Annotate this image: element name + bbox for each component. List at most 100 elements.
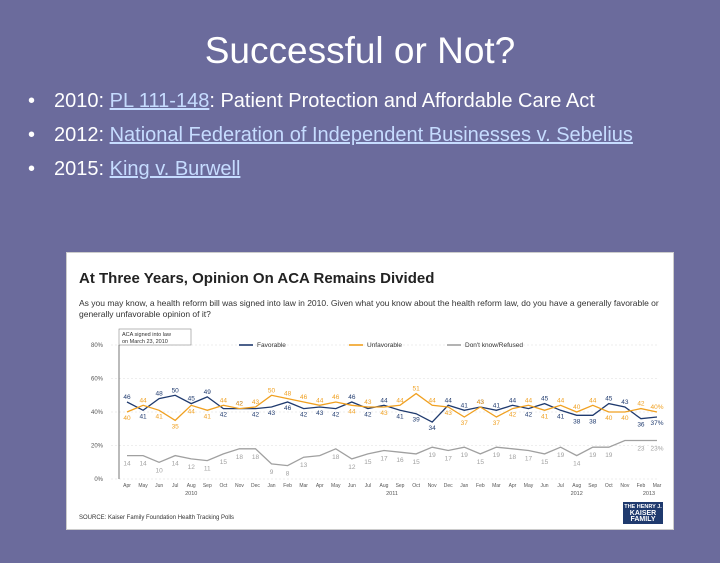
data-label: 44 — [429, 397, 437, 404]
bullet-item: • 2015: King v. Burwell — [24, 156, 694, 183]
data-label: 15 — [364, 459, 372, 466]
x-tick-label: Apr — [509, 483, 517, 489]
data-label: 40 — [573, 404, 581, 411]
data-label: 42 — [236, 401, 244, 408]
data-label: 45 — [188, 396, 196, 403]
data-label: 44 — [445, 397, 453, 404]
data-label: 42 — [300, 412, 308, 419]
data-label: 41 — [541, 413, 549, 420]
bullet-link-nfib-v-sebelius[interactable]: National Federation of Independent Busin… — [109, 124, 633, 146]
data-label: 42 — [220, 412, 228, 419]
data-label: 43 — [364, 399, 372, 406]
x-tick-label: Oct — [412, 483, 420, 489]
x-tick-label: Dec — [444, 483, 453, 489]
data-label: 39 — [412, 417, 420, 424]
data-label: 44 — [188, 408, 196, 415]
x-tick-label: Sep — [588, 483, 597, 489]
year-label: 2011 — [386, 491, 398, 497]
figure-source: SOURCE: Kaiser Family Foundation Health … — [79, 515, 235, 521]
legend-label: Unfavorable — [367, 342, 402, 349]
data-label: 46 — [123, 394, 131, 401]
x-tick-label: Jun — [155, 483, 163, 489]
x-tick-label: Mar — [299, 483, 308, 489]
data-label: 43 — [477, 399, 485, 406]
data-label: 14 — [123, 461, 131, 468]
x-tick-label: Mar — [653, 483, 662, 489]
data-label: 42 — [332, 412, 340, 419]
data-label: 42 — [509, 412, 517, 419]
x-tick-label: Oct — [219, 483, 227, 489]
data-label: 44 — [316, 397, 324, 404]
data-label: 43 — [268, 410, 276, 417]
data-label: 42 — [364, 412, 372, 419]
bullet-prefix: 2010: — [54, 90, 110, 112]
x-tick-label: Jun — [541, 483, 549, 489]
data-label: 44 — [396, 397, 404, 404]
bullet-dot: • — [28, 90, 36, 112]
x-tick-label: Aug — [380, 483, 389, 489]
y-tick-label: 40% — [91, 410, 104, 416]
data-label: 44 — [380, 397, 388, 404]
bullet-item: • 2010: PL 111-148: Patient Protection a… — [24, 88, 694, 115]
kaiser-logo: THE HENRY J. KAISER FAMILY FOUNDATION — [623, 502, 663, 530]
data-label: 41 — [461, 402, 469, 409]
figure-title: At Three Years, Opinion On ACA Remains D… — [79, 270, 435, 287]
x-tick-label: Feb — [476, 483, 485, 489]
data-label: 46 — [348, 394, 356, 401]
bullet-link-pl-111-148[interactable]: PL 111-148 — [109, 90, 210, 112]
x-tick-label: Sep — [396, 483, 405, 489]
data-label: 14 — [139, 461, 147, 468]
logo-line: FOUNDATION — [624, 523, 662, 530]
data-label: 9 — [270, 469, 274, 476]
data-label: 37 — [493, 420, 501, 427]
data-label: 23% — [650, 445, 663, 452]
data-label: 35 — [172, 423, 180, 430]
data-label: 23 — [637, 445, 645, 452]
data-label: 41 — [396, 413, 404, 420]
annotation-text: ACA signed into law — [122, 332, 171, 338]
bullet-list: • 2010: PL 111-148: Patient Protection a… — [24, 88, 694, 190]
data-label: 44 — [139, 397, 147, 404]
data-label: 42 — [252, 412, 260, 419]
year-label: 2013 — [643, 491, 655, 497]
slide-title: Successful or Not? — [204, 30, 516, 71]
data-label: 43 — [445, 410, 453, 417]
bullet-link-king-v-burwell[interactable]: King v. Burwell — [109, 158, 241, 180]
bullet-dot: • — [28, 124, 36, 146]
data-label: 44 — [509, 397, 517, 404]
data-label: 18 — [332, 454, 340, 461]
data-label: 15 — [412, 459, 420, 466]
logo-line: KAISER — [629, 509, 657, 517]
data-label: 41 — [557, 413, 565, 420]
data-label: 37% — [650, 420, 663, 427]
data-label: 49 — [204, 389, 212, 396]
x-tick-label: Nov — [620, 483, 629, 489]
data-label: 17 — [380, 456, 388, 463]
x-tick-label: May — [138, 483, 148, 489]
data-label: 45 — [541, 396, 549, 403]
data-label: 19 — [589, 452, 597, 459]
data-label: 50 — [172, 387, 180, 394]
data-label: 15 — [220, 459, 228, 466]
y-tick-label: 20% — [91, 444, 104, 450]
x-tick-label: Sep — [203, 483, 212, 489]
data-label: 43 — [621, 399, 629, 406]
data-label: 48 — [284, 391, 292, 398]
bullet-dot: • — [28, 158, 36, 180]
data-label: 19 — [493, 452, 501, 459]
data-label: 40% — [650, 404, 663, 411]
data-label: 15 — [541, 459, 549, 466]
data-label: 48 — [156, 391, 164, 398]
data-label: 19 — [429, 452, 437, 459]
data-label: 44 — [557, 397, 565, 404]
x-tick-label: Aug — [187, 483, 196, 489]
data-label: 17 — [445, 456, 453, 463]
data-label: 18 — [509, 454, 517, 461]
data-label: 16 — [396, 457, 404, 464]
year-label: 2012 — [571, 491, 583, 497]
data-label: 46 — [284, 405, 292, 412]
x-tick-label: Jun — [348, 483, 356, 489]
logo-line: THE HENRY J. — [624, 504, 662, 510]
data-label: 40 — [605, 415, 613, 422]
x-tick-label: May — [524, 483, 534, 489]
